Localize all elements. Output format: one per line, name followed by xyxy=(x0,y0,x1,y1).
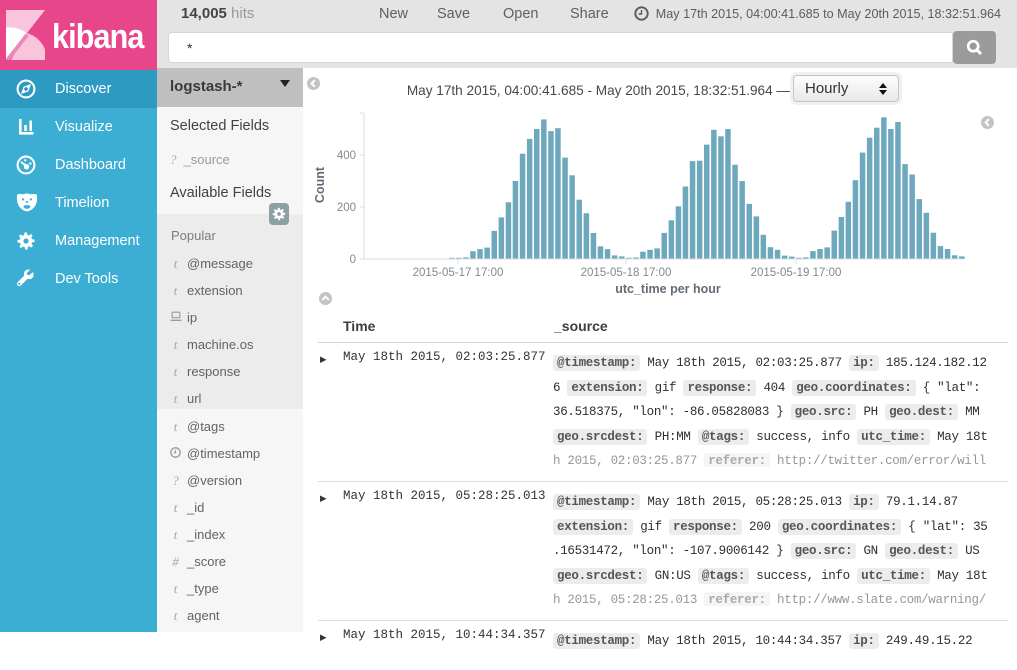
svg-text:2015-05-17 17:00: 2015-05-17 17:00 xyxy=(413,267,504,279)
svg-text:utc_time per hour: utc_time per hour xyxy=(615,282,721,296)
svg-text:2015-05-19 17:00: 2015-05-19 17:00 xyxy=(751,267,842,279)
svg-text:2015-05-18 17:00: 2015-05-18 17:00 xyxy=(581,267,672,279)
svg-text:400: 400 xyxy=(337,150,356,162)
svg-text:0: 0 xyxy=(350,254,356,266)
svg-text:Count: Count xyxy=(313,166,327,203)
svg-text:200: 200 xyxy=(337,202,356,214)
